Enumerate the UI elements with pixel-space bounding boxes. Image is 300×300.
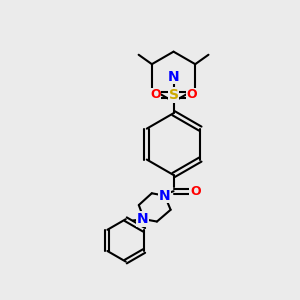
Text: N: N [137, 212, 148, 226]
Text: O: O [190, 185, 201, 198]
Text: N: N [168, 70, 179, 84]
Text: S: S [169, 88, 178, 102]
Text: O: O [150, 88, 160, 101]
Text: N: N [159, 189, 170, 202]
Text: O: O [187, 88, 197, 101]
